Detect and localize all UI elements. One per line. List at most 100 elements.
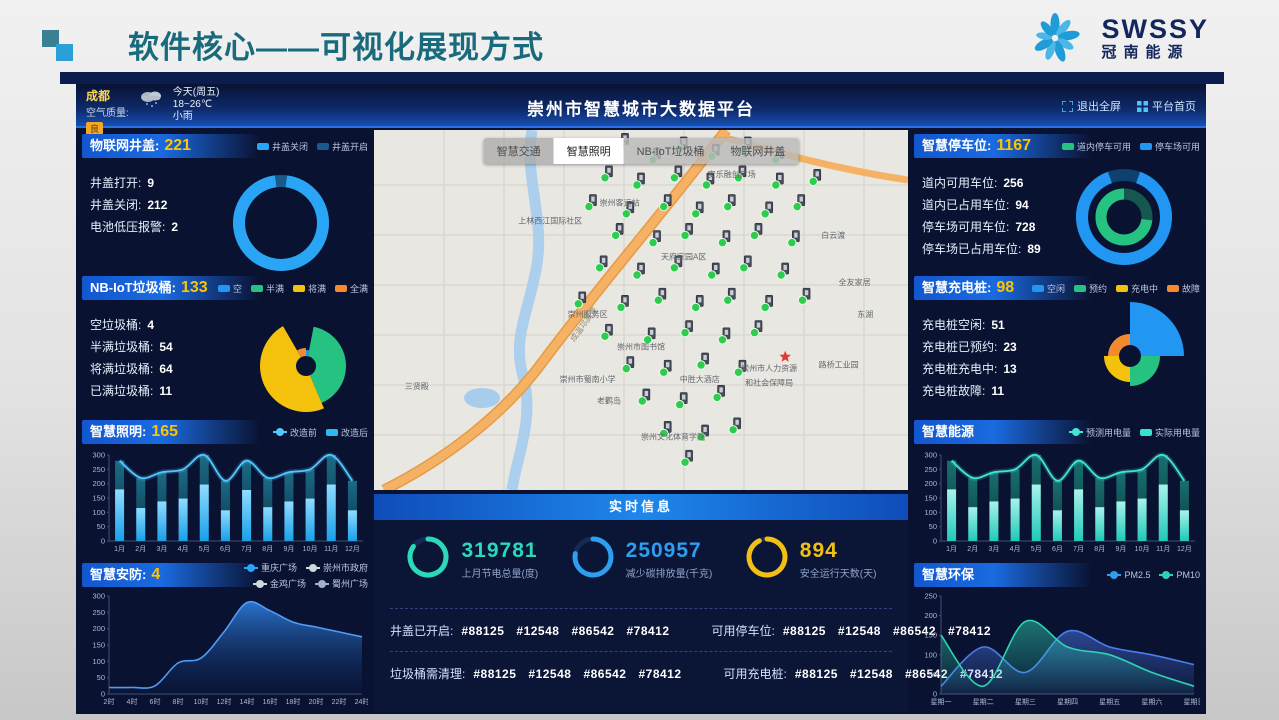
map-device-marker[interactable] xyxy=(760,201,774,219)
map-device-marker[interactable] xyxy=(717,230,731,248)
map-button-lighting[interactable]: 智慧照明 xyxy=(553,138,624,164)
svg-text:安乐融创广场: 安乐融创广场 xyxy=(708,169,756,179)
map-device-marker[interactable] xyxy=(594,255,608,273)
map-device-marker[interactable] xyxy=(691,201,704,219)
map-device-marker[interactable] xyxy=(733,359,747,377)
svg-text:2月: 2月 xyxy=(967,545,978,553)
legend-charging: 空闲 预约 充电中 故障 xyxy=(1031,276,1200,300)
legend-item[interactable]: 崇州市政府 xyxy=(305,561,368,574)
legend-item[interactable]: 全满 xyxy=(334,282,368,295)
map-device-marker[interactable] xyxy=(675,392,688,410)
map-device-marker[interactable] xyxy=(648,230,661,248)
legend-item[interactable]: 重庆广场 xyxy=(243,561,297,574)
map-device-marker[interactable] xyxy=(776,262,790,280)
map-device-marker[interactable] xyxy=(749,320,763,338)
map-device-marker[interactable] xyxy=(696,424,709,442)
legend-label: PM10 xyxy=(1176,570,1200,580)
map-device-marker[interactable] xyxy=(669,255,683,273)
air-quality-label: 空气质量: xyxy=(86,108,129,119)
map-device-marker[interactable] xyxy=(733,165,747,183)
map-device-marker[interactable] xyxy=(728,417,741,435)
exit-fullscreen-button[interactable]: 退出全屏 xyxy=(1062,98,1121,114)
map-device-marker[interactable] xyxy=(659,421,672,439)
legend-item[interactable]: 蜀州广场 xyxy=(314,577,368,590)
map-device-marker[interactable] xyxy=(632,262,645,280)
legend-item[interactable]: 井盖关闭 xyxy=(256,140,308,153)
legend-item[interactable]: 半满 xyxy=(250,282,284,295)
map-device-marker[interactable] xyxy=(739,255,752,273)
map-device-marker[interactable] xyxy=(797,287,811,305)
legend-item[interactable]: 故障 xyxy=(1166,282,1200,295)
legend-marker xyxy=(325,428,338,436)
legend-item[interactable]: PM10 xyxy=(1159,570,1200,580)
map-device-marker[interactable] xyxy=(610,223,624,241)
dashed-divider xyxy=(390,651,892,652)
svg-text:100: 100 xyxy=(924,650,937,659)
city-map[interactable]: 成温邛高速 上林西江国际社区 崇州客运站 安乐融创广场 白云渡 天府家园A区 全友家居 东湖崇… xyxy=(374,130,908,490)
map-device-marker[interactable] xyxy=(621,356,635,374)
map-device-marker[interactable] xyxy=(760,295,774,313)
svg-text:150: 150 xyxy=(92,494,105,503)
legend-marker xyxy=(243,563,258,572)
legend-item[interactable]: PM2.5 xyxy=(1107,570,1150,580)
svg-text:50: 50 xyxy=(97,673,105,682)
legend-item[interactable]: 改造前 xyxy=(272,426,317,439)
map-device-marker[interactable] xyxy=(680,449,693,467)
map-device-marker[interactable] xyxy=(808,169,822,187)
map-device-marker[interactable] xyxy=(723,287,736,305)
map-device-marker[interactable] xyxy=(573,291,587,309)
map-device-marker[interactable] xyxy=(637,388,651,406)
deco-square-teal xyxy=(42,30,59,47)
map-device-marker[interactable] xyxy=(632,172,645,190)
legend-item[interactable]: 空闲 xyxy=(1031,282,1065,295)
map-device-marker[interactable] xyxy=(717,327,731,345)
trash-rose-chart xyxy=(224,304,384,431)
map-device-marker[interactable] xyxy=(653,287,667,305)
legend-marker xyxy=(1107,571,1122,579)
map-device-marker[interactable] xyxy=(600,165,613,183)
map-device-marker[interactable] xyxy=(787,230,800,248)
legend-item[interactable]: 将满 xyxy=(292,282,326,295)
map-device-marker[interactable] xyxy=(669,165,683,183)
map-device-marker[interactable] xyxy=(696,352,709,370)
map-device-marker[interactable] xyxy=(680,320,693,338)
legend-item[interactable]: 预测用电量 xyxy=(1068,426,1131,439)
map-device-marker[interactable] xyxy=(659,194,672,212)
map-button-manhole[interactable]: 物联网井盖 xyxy=(717,138,799,164)
legend-item[interactable]: 充电中 xyxy=(1115,282,1158,295)
svg-text:10月: 10月 xyxy=(1135,545,1150,553)
legend-item[interactable]: 预约 xyxy=(1073,282,1107,295)
map-device-marker[interactable] xyxy=(712,385,725,403)
map-device-marker[interactable] xyxy=(616,295,629,313)
svg-text:中胜大酒店: 中胜大酒店 xyxy=(680,374,720,384)
map-device-marker[interactable] xyxy=(680,223,693,241)
panel-smart-energy: 智慧能源 预测用电量 实际用电量 0 50 100 150 200 250 300 1月 2月 3月… xyxy=(914,420,1200,559)
legend-item[interactable]: 井盖开启 xyxy=(316,140,368,153)
legend-item[interactable]: 停车场可用 xyxy=(1139,140,1200,153)
legend-item[interactable]: 空 xyxy=(217,282,242,295)
legend-marker xyxy=(1031,284,1044,292)
platform-home-button[interactable]: 平台首页 xyxy=(1137,98,1196,114)
map-device-marker[interactable] xyxy=(723,194,736,212)
map-device-marker[interactable] xyxy=(642,327,656,345)
legend-label: 预测用电量 xyxy=(1085,427,1131,438)
map-device-marker[interactable] xyxy=(749,223,763,241)
svg-text:250: 250 xyxy=(924,465,937,474)
map-device-marker[interactable] xyxy=(771,172,784,190)
legend-item[interactable]: 实际用电量 xyxy=(1139,426,1200,439)
legend-marker xyxy=(1139,142,1152,150)
map-device-marker[interactable] xyxy=(701,172,715,190)
legend-marker xyxy=(250,284,263,292)
legend-item[interactable]: 改造后 xyxy=(325,426,368,439)
map-device-marker[interactable] xyxy=(600,323,613,341)
legend-item[interactable]: 金鸡广场 xyxy=(252,577,306,590)
map-device-marker[interactable] xyxy=(584,194,597,212)
map-device-marker[interactable] xyxy=(621,201,635,219)
legend-item[interactable]: 道内停车可用 xyxy=(1061,140,1131,153)
map-device-marker[interactable] xyxy=(792,194,806,212)
map-device-marker[interactable] xyxy=(659,359,672,377)
map-device-marker[interactable] xyxy=(691,295,704,313)
map-button-trash[interactable]: NB-IoT垃圾桶 xyxy=(623,138,718,164)
map-button-traffic[interactable]: 智慧交通 xyxy=(483,138,554,164)
map-device-marker[interactable] xyxy=(707,262,720,280)
